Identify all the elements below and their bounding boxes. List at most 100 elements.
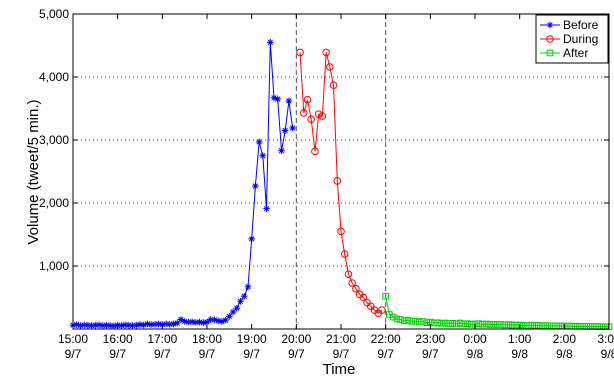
data-point-before: [278, 147, 285, 155]
legend-item-after: After: [540, 46, 588, 60]
data-point-during: [348, 279, 356, 287]
data-point-after: [523, 322, 531, 329]
legend-swatch-marker: [546, 35, 554, 43]
data-point-before: [106, 322, 114, 329]
data-point-after: [494, 321, 501, 328]
data-point-before: [77, 322, 84, 329]
legend-item-during: During: [540, 32, 598, 46]
data-point-after: [486, 321, 494, 328]
series-line-after: [385, 296, 610, 328]
x-axis-title: Time: [323, 361, 356, 376]
data-point-after: [453, 320, 460, 328]
data-point-after: [467, 320, 475, 328]
x-tick-label-time: 19:00: [237, 332, 267, 346]
data-point-during: [311, 147, 319, 156]
data-point-during: [314, 110, 323, 118]
data-point-before: [181, 318, 188, 325]
grid-lines: [73, 76, 609, 267]
data-point-before: [103, 321, 110, 329]
data-point-after: [382, 292, 389, 300]
data-point-after: [490, 320, 497, 328]
data-point-after: [438, 320, 445, 327]
data-point-after: [534, 322, 542, 329]
data-point-after: [531, 322, 538, 329]
data-point-after: [393, 315, 401, 323]
series-during: [296, 48, 386, 318]
data-point-after: [475, 320, 483, 327]
data-point-during: [303, 95, 312, 104]
x-tick-label-time: 2:00: [553, 332, 577, 346]
data-point-after: [497, 321, 505, 328]
data-point-during: [359, 293, 368, 302]
legend-label: Before: [563, 18, 599, 32]
data-point-before: [140, 321, 148, 329]
data-point-after: [501, 321, 509, 329]
data-point-before: [125, 321, 133, 329]
data-point-before: [118, 322, 125, 329]
data-point-after: [456, 319, 464, 327]
data-point-before: [263, 205, 270, 212]
data-point-before: [199, 319, 207, 326]
data-point-after: [508, 321, 516, 329]
data-point-after: [434, 319, 442, 326]
x-axis-ticks: 15:009/716:009/717:009/718:009/719:009/7…: [58, 14, 614, 361]
data-point-before: [84, 321, 92, 329]
data-point-before: [207, 316, 215, 323]
data-point-during: [296, 48, 304, 57]
data-point-before: [173, 319, 181, 327]
data-point-after: [430, 319, 438, 327]
x-tick-label-time: 18:00: [192, 332, 222, 346]
x-tick-label-date: 9/8: [601, 347, 614, 361]
data-point-before: [80, 321, 88, 329]
data-point-after: [404, 316, 412, 324]
data-point-after: [460, 320, 468, 328]
data-point-before: [244, 283, 252, 291]
data-point-before: [151, 320, 159, 328]
y-axis-ticks: 1,000 2,000 3,000 4,000 5,000: [39, 7, 609, 273]
data-point-during: [329, 81, 338, 89]
data-point-before: [110, 322, 118, 330]
data-point-before: [155, 320, 162, 328]
data-point-before: [192, 319, 200, 326]
data-point-after: [464, 320, 471, 327]
data-point-before: [252, 182, 259, 190]
data-point-before: [147, 321, 155, 328]
x-tick-label-time: 20:00: [281, 332, 311, 346]
data-point-after: [505, 321, 512, 328]
data-point-before: [266, 39, 274, 46]
series-before: [69, 39, 296, 330]
x-tick-label-time: 15:00: [58, 332, 88, 346]
y-tick-label: 4,000: [39, 70, 69, 84]
data-point-before: [233, 304, 241, 312]
legend-swatch-marker: [546, 49, 554, 57]
data-point-after: [397, 316, 404, 323]
y-tick-label: 1,000: [39, 259, 69, 273]
data-point-before: [166, 320, 174, 328]
data-point-during: [318, 112, 327, 120]
x-tick-label-date: 9/7: [65, 347, 82, 361]
data-point-after: [423, 319, 430, 326]
data-point-after: [482, 320, 490, 328]
data-point-before: [259, 152, 267, 160]
data-point-during: [337, 227, 345, 236]
x-tick-label-date: 9/8: [556, 347, 573, 361]
data-point-after: [389, 313, 397, 321]
x-tick-label-time: 22:00: [371, 332, 401, 346]
event-boundary-lines: [295, 14, 387, 329]
data-point-during: [299, 109, 308, 117]
data-point-after: [419, 318, 427, 325]
data-point-before: [226, 313, 233, 320]
data-point-during: [307, 115, 316, 124]
x-tick-label-time: 0:00: [463, 332, 487, 346]
data-point-before: [170, 320, 177, 328]
data-point-before: [188, 318, 196, 326]
x-tick-label-time: 17:00: [147, 332, 177, 346]
x-tick-label-time: 3:00: [597, 332, 614, 346]
data-point-before: [73, 321, 81, 328]
data-series: [69, 39, 613, 331]
x-tick-label-time: 21:00: [326, 332, 356, 346]
data-point-after: [449, 320, 456, 327]
x-tick-label-time: 23:00: [415, 332, 445, 346]
y-axis-title: Volume (tweet/5 min.): [25, 99, 42, 244]
